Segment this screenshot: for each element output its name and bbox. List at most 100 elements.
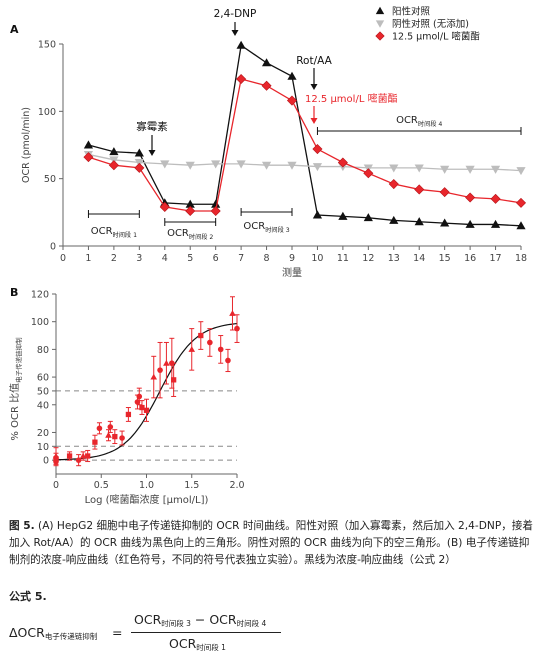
series-0-point: [414, 217, 424, 226]
panel-a-x-tick-label: 3: [136, 253, 142, 264]
panel-b-point: [229, 310, 236, 316]
series-0-point: [516, 221, 526, 230]
panel-b-point: [79, 452, 87, 459]
panel-b-point: [136, 393, 143, 400]
series-1-point: [312, 163, 323, 172]
formula-title: 公式 5.: [9, 590, 47, 603]
panel-a-x-tick-label: 10: [311, 253, 323, 264]
den-sub: 时间段 1: [196, 643, 226, 652]
formula-5: ΔOCR电子传递链抑制 = OCR时间段 3 − OCR时间段 4 OCR时间段…: [9, 612, 309, 657]
panel-b-point: [66, 453, 73, 459]
legend-marker-2: [375, 31, 385, 41]
panel-a-y-tick-label: 50: [44, 174, 56, 185]
series-0-point: [134, 148, 144, 157]
period-4-label: OCR时间段 4: [396, 115, 442, 128]
num-a-sub: 时间段 3: [161, 619, 191, 628]
panel-b-point: [225, 357, 231, 364]
panel-b-point: [85, 453, 91, 459]
formula-numerator: OCR时间段 3 − OCR时间段 4: [134, 612, 266, 629]
panel-b-y-tick-label: 120: [31, 290, 49, 301]
panel-b-point: [112, 433, 118, 440]
legend-marker-1: [375, 20, 385, 28]
formula-lhs: ΔOCR电子传递链抑制: [9, 625, 97, 642]
period-1-label: OCR时间段 1: [91, 226, 137, 239]
series-0-point: [287, 71, 297, 80]
formula-equals: =: [112, 625, 123, 640]
arrow-oligomycin-head: [148, 150, 156, 156]
panel-a-label: A: [10, 23, 19, 36]
series-2-point: [286, 95, 298, 106]
series-line-2: [88, 78, 522, 212]
panel-a-x-tick-label: 7: [238, 253, 244, 264]
panel-b-point: [198, 332, 204, 339]
series-0-point: [83, 140, 94, 149]
arrow-azoxystrobin-head: [310, 118, 318, 124]
panel-a-x-tick-label: 6: [213, 253, 219, 264]
panel-b-point: [125, 411, 132, 418]
panel-a-y-tick-label: 150: [38, 40, 56, 51]
formula-denominator: OCR时间段 1: [169, 636, 226, 653]
panel-b-point: [188, 346, 196, 352]
series-0-point: [440, 218, 450, 227]
legend-label-0: 阳性对照: [392, 6, 431, 18]
panel-b-label: B: [10, 286, 18, 299]
series-1-point: [465, 165, 475, 174]
panel-b-x-tick-label: 0.5: [94, 480, 109, 491]
arrow-dnp-head: [231, 30, 239, 36]
panel-b-point: [119, 435, 125, 441]
num-a: OCR: [134, 612, 162, 627]
panel-a-x-tick-label: 4: [162, 253, 168, 264]
panel-b-y-tick-label: 10: [37, 442, 49, 453]
panel-b-y-tick-label: 60: [37, 373, 49, 384]
series-2-point: [490, 193, 501, 204]
series-1-point: [516, 167, 526, 176]
panel-b-y-tick-label: 50: [37, 386, 49, 397]
series-2-point: [439, 187, 450, 198]
panel-a-y-axis-title: OCR (pmol/min): [21, 107, 32, 183]
panel-b-point: [217, 346, 224, 353]
panel-b-point: [171, 377, 177, 383]
series-1-point: [389, 164, 399, 173]
panel-b-y-tick-label: 40: [37, 400, 49, 411]
den-main: OCR: [169, 636, 197, 651]
panel-b-y-tick-label: 20: [37, 428, 49, 439]
figure-caption: 图 5. (A) HepG2 细胞中电子传递链抑制的 OCR 时间曲线。阳性对照…: [9, 518, 534, 569]
panel-b-point: [52, 452, 60, 459]
legend-label-1: 阴性对照 (无添加): [392, 18, 469, 30]
series-2-point: [515, 197, 527, 208]
series-0-point: [261, 58, 272, 67]
caption-label: 图 5.: [9, 520, 35, 532]
series-0-point: [312, 210, 323, 219]
series-1-point: [261, 161, 272, 170]
series-2-point: [363, 168, 374, 179]
series-2-point: [261, 80, 272, 91]
panel-a-x-axis-title: 测量: [282, 266, 302, 279]
series-0-point: [185, 199, 195, 208]
series-2-point: [83, 152, 94, 163]
series-2-point: [337, 157, 348, 168]
panel-b-x-axis-title: Log (嘧菌酯浓度 [μmol/L]): [85, 493, 209, 506]
panel-b-y-tick-label: 0: [43, 456, 49, 467]
panel-b-point: [75, 457, 82, 463]
panel-a-x-tick-label: 5: [187, 253, 193, 264]
panel-b-y-tick-label: 80: [37, 345, 49, 356]
series-0-point: [465, 219, 475, 228]
series-1-point: [160, 160, 170, 169]
formula-lhs-sub: 电子传递链抑制: [44, 632, 98, 641]
series-2-point: [134, 162, 145, 173]
series-2-point: [108, 160, 119, 171]
panel-b-point: [107, 424, 114, 430]
num-b: OCR: [209, 612, 237, 627]
series-0-point: [109, 147, 119, 156]
panel-b-y-tick-label: 100: [31, 317, 49, 328]
panel-b-point: [150, 373, 158, 380]
series-1-point: [185, 161, 195, 170]
panel-b-y-axis-title: % OCR 比值电子传递链抑制: [8, 337, 23, 441]
legend-marker-0: [375, 6, 385, 15]
panel-a-x-tick-label: 11: [337, 253, 349, 264]
formula-lhs-main: ΔOCR: [9, 625, 45, 640]
panel-b-x-tick-label: 0: [53, 480, 59, 491]
panel-a-x-tick-label: 2: [111, 253, 117, 264]
panel-a-x-tick-label: 17: [490, 253, 502, 264]
period-3-label: OCR时间段 3: [243, 221, 289, 234]
